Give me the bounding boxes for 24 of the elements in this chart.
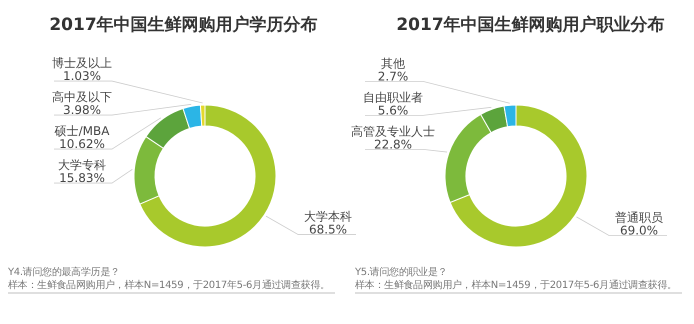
slice-label: 普通职员 xyxy=(615,210,663,224)
text: 样本：生鲜食品网购用户，样本N=1459，于2017年5-6月通过调查获得。 xyxy=(355,279,677,291)
text: 样本：生鲜食品网购用户，样本N=1459，于2017年5-6月通过调查获得。 xyxy=(8,279,330,291)
slice-label: 高中及以下 xyxy=(52,90,112,104)
chart-title: 2017年中国生鲜网购用户学历分布 xyxy=(49,15,318,35)
data-label: 1.03% xyxy=(62,69,102,84)
chart-title: 2017年中国生鲜网购用户职业分布 xyxy=(396,15,665,35)
data-label: 2.7% xyxy=(378,69,408,84)
slice-label: 高管及专业人士 xyxy=(351,124,435,138)
slice-label: 其他 xyxy=(381,56,405,70)
slice-label: 博士及以上 xyxy=(52,56,112,70)
slice-label: 自由职业者 xyxy=(363,90,423,104)
data-label: 15.83% xyxy=(59,171,105,186)
slice-label: 硕士/MBA xyxy=(54,124,110,138)
data-label: 68.5% xyxy=(308,222,348,236)
slice-label: 大学本科 xyxy=(304,209,352,224)
text: Y4.请问您的最高学历是？ xyxy=(7,266,120,278)
text: Y5.请问您的职业是？ xyxy=(354,266,448,278)
data-label: 10.62% xyxy=(59,137,105,152)
data-label: 5.6% xyxy=(378,103,408,118)
data-label: 22.8% xyxy=(374,137,412,152)
slice-label: 大学专科 xyxy=(58,158,106,172)
data-label: 3.98% xyxy=(62,103,102,118)
data-label: 69.0% xyxy=(620,223,658,238)
